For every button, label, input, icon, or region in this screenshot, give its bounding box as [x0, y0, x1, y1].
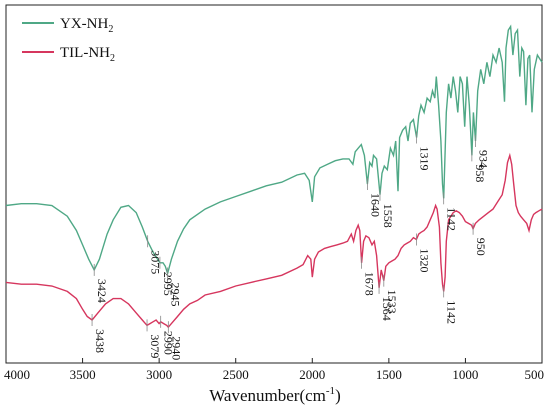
- x-tick-label: 2500: [223, 367, 249, 382]
- plot-frame: [5, 4, 543, 364]
- peak-label: 958: [473, 164, 487, 182]
- peak-label: 1564: [380, 297, 394, 321]
- peak-label: 1320: [417, 248, 431, 272]
- x-tick-label: 4000: [4, 367, 30, 382]
- peak-label: 1142: [445, 300, 459, 324]
- peak-label: 2990: [162, 331, 176, 355]
- peak-label: 1142: [445, 207, 459, 231]
- series-layer: [5, 24, 543, 329]
- peak-label: 2940: [169, 336, 183, 360]
- peak-label: 2995: [161, 272, 175, 296]
- x-tick-label: 3500: [70, 367, 96, 382]
- legend-label-til: TIL-NH2: [60, 45, 115, 64]
- x-tick-label: 3000: [146, 367, 172, 382]
- legend: YX-NH2 TIL-NH2: [22, 16, 115, 64]
- x-tick-label: 1500: [376, 367, 402, 382]
- peak-label: 2945: [169, 283, 183, 307]
- peak-label: 3424: [95, 279, 109, 303]
- legend-label-yx: YX-NH2: [60, 16, 113, 35]
- x-tick-label: 1000: [452, 367, 478, 382]
- peak-label: 950: [474, 238, 488, 256]
- series-line-0: [5, 24, 543, 276]
- peak-label: 1533: [385, 290, 399, 314]
- x-tick-label: 2000: [299, 367, 325, 382]
- peak-label: 1678: [363, 272, 377, 296]
- peak-label: 3438: [93, 329, 107, 353]
- peak-label: 1558: [381, 204, 395, 228]
- peak-label: 3079: [148, 334, 162, 358]
- series-line-1: [5, 152, 543, 329]
- peak-label: 1319: [418, 146, 432, 170]
- x-tick-label: 500: [525, 367, 545, 382]
- peak-label: 3075: [149, 250, 163, 274]
- x-axis: 4000 3500 3000 2500 2000 1500 1000 500: [4, 358, 544, 382]
- peak-label: 934: [477, 150, 491, 168]
- x-axis-title: Wavenumber(cm-1): [209, 385, 340, 405]
- peak-label: 1640: [368, 193, 382, 217]
